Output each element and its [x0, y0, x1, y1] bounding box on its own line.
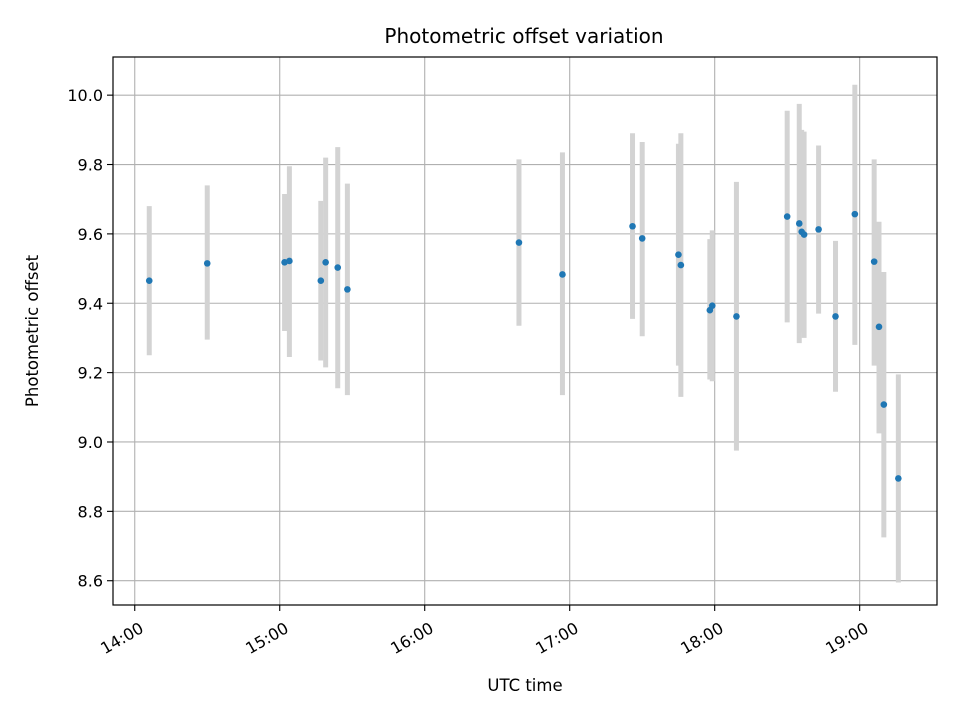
data-point — [708, 302, 716, 309]
plot-frame — [112, 56, 938, 606]
y-axis: 8.6 8.8 9.0 9.2 9.4 9.6 9.8 10.0 — [67, 86, 113, 591]
data-point — [783, 213, 791, 220]
data-point — [800, 231, 808, 238]
y-tick-label: 9.6 — [78, 225, 103, 244]
data-point — [870, 258, 878, 265]
data-point — [638, 235, 646, 242]
data-point — [203, 260, 211, 267]
y-tick-label: 8.6 — [78, 572, 103, 591]
data-point — [322, 259, 329, 266]
x-axis-label: UTC time — [487, 676, 562, 695]
data-point — [677, 261, 685, 269]
data-point — [317, 277, 325, 285]
data-point — [880, 401, 888, 408]
data-points — [145, 210, 902, 482]
y-tick-label: 9.0 — [78, 433, 103, 452]
chart-title: Photometric offset variation — [384, 24, 663, 48]
data-point — [832, 313, 839, 320]
data-point — [145, 277, 153, 285]
data-point — [286, 257, 293, 265]
data-point — [344, 286, 351, 293]
data-point — [515, 239, 523, 246]
y-tick-label: 10.0 — [67, 86, 103, 105]
data-point — [559, 271, 566, 278]
y-axis-label: Photometric offset — [23, 254, 42, 407]
y-tick-label: 8.8 — [78, 502, 103, 521]
data-point — [675, 251, 682, 258]
data-point — [895, 475, 902, 482]
y-tick-label: 9.8 — [78, 156, 103, 175]
data-point — [733, 313, 740, 320]
data-point — [629, 222, 636, 230]
data-point — [795, 220, 803, 227]
y-tick-label: 9.2 — [78, 364, 103, 383]
data-point — [875, 323, 883, 331]
y-tick-label: 9.4 — [78, 294, 103, 313]
data-point — [815, 226, 822, 233]
data-point — [334, 264, 342, 271]
data-point — [851, 210, 859, 218]
